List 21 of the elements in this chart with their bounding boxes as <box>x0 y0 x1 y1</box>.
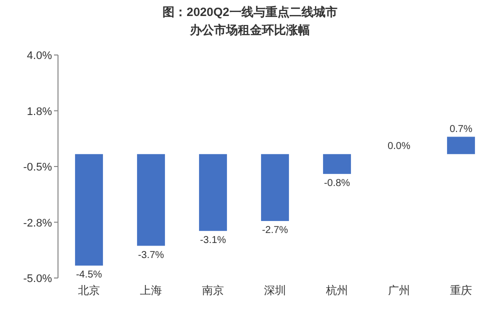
x-tick-label: 上海 <box>140 284 162 297</box>
chart-title: 图：2020Q2一线与重点二线城市 <box>162 5 338 19</box>
data-label: 0.0% <box>388 141 411 152</box>
chart-subtitle: 办公市场租金环比涨幅 <box>189 23 310 37</box>
x-tick-label: 杭州 <box>325 284 348 297</box>
y-tick-label: -5.0% <box>23 273 52 285</box>
y-tick-label: -0.5% <box>23 162 52 174</box>
x-tick-label: 重庆 <box>450 284 472 297</box>
x-tick-label: 广州 <box>388 284 410 297</box>
y-tick-label: -2.8% <box>23 217 52 230</box>
data-label: -2.7% <box>262 225 288 236</box>
data-label: -0.8% <box>324 178 350 189</box>
x-tick-label: 南京 <box>202 284 224 297</box>
data-label: 0.7% <box>450 124 473 135</box>
data-label: -3.1% <box>200 234 226 246</box>
x-tick-label: 深圳 <box>264 284 286 297</box>
x-tick-label: 北京 <box>78 284 100 297</box>
data-label: -4.5% <box>76 270 102 281</box>
y-tick-label: 4.0% <box>26 50 52 62</box>
y-tick-label: 1.8% <box>26 106 52 118</box>
data-label: -3.7% <box>138 250 164 261</box>
